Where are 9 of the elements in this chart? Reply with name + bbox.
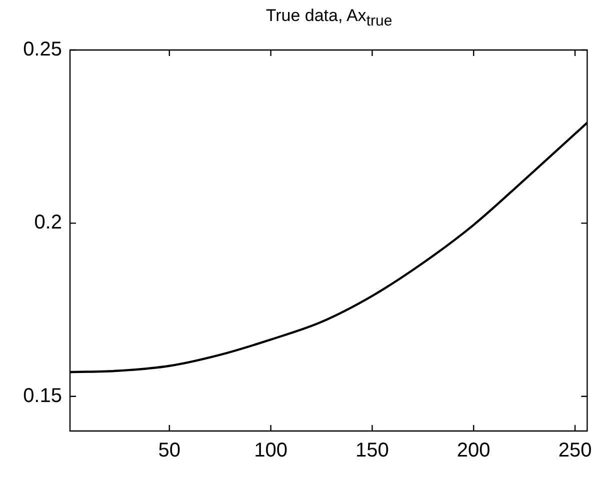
chart-title: True data, Ax$_{true}$	[264, 6, 394, 30]
x-tick-label: 50	[158, 440, 181, 462]
x-tick-label: 200	[456, 440, 490, 462]
x-tick-label: 150	[356, 440, 389, 462]
x-tick-label: 250	[558, 440, 592, 462]
x-tick-label: 100	[254, 440, 288, 462]
y-tick-label: 0.25	[23, 38, 62, 61]
y-tick-label: 0.15	[23, 384, 62, 407]
y-tick-label: 0.2	[34, 212, 62, 234]
